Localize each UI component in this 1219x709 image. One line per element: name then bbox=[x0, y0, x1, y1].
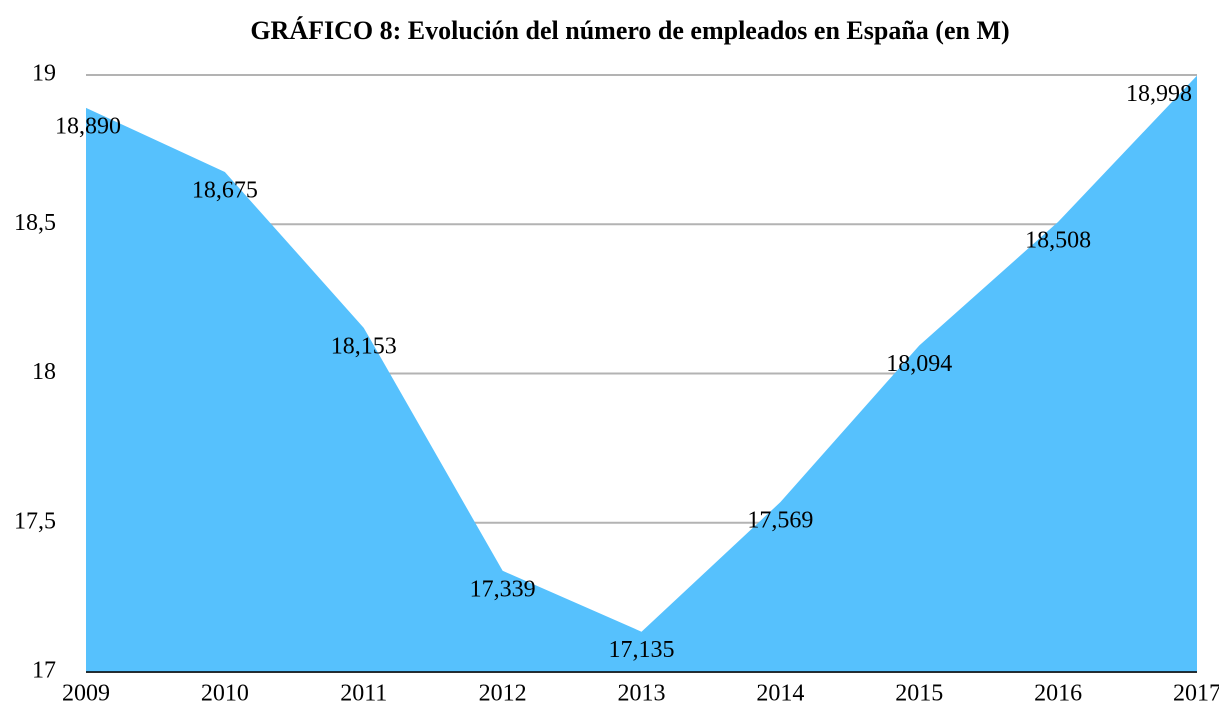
y-tick-label: 19 bbox=[32, 61, 56, 87]
x-tick-label: 2016 bbox=[1034, 681, 1082, 707]
data-label: 17,135 bbox=[609, 637, 675, 663]
data-label: 18,890 bbox=[55, 113, 121, 139]
x-tick-label: 2014 bbox=[756, 681, 804, 707]
y-tick-label: 17 bbox=[32, 658, 56, 684]
data-label: 18,998 bbox=[1126, 81, 1192, 107]
x-tick-label: 2017 bbox=[1173, 681, 1219, 707]
data-label: 18,094 bbox=[886, 351, 952, 377]
x-tick-label: 2012 bbox=[479, 681, 527, 707]
x-tick-label: 2011 bbox=[340, 681, 387, 707]
data-label: 18,508 bbox=[1025, 227, 1091, 253]
data-label: 17,339 bbox=[470, 576, 536, 602]
x-tick-label: 2010 bbox=[201, 681, 249, 707]
y-tick-label: 18 bbox=[32, 359, 56, 385]
chart-title: GRÁFICO 8: Evolución del número de emple… bbox=[250, 16, 1009, 45]
data-label: 18,675 bbox=[192, 178, 258, 204]
area bbox=[86, 75, 1197, 673]
x-tick-label: 2013 bbox=[618, 681, 666, 707]
x-tick-label: 2015 bbox=[895, 681, 943, 707]
y-tick-label: 18,5 bbox=[14, 210, 56, 236]
y-tick-label: 17,5 bbox=[14, 508, 56, 534]
data-label: 18,153 bbox=[331, 333, 397, 359]
data-label: 17,569 bbox=[747, 508, 813, 534]
x-tick-label: 2009 bbox=[62, 681, 110, 707]
